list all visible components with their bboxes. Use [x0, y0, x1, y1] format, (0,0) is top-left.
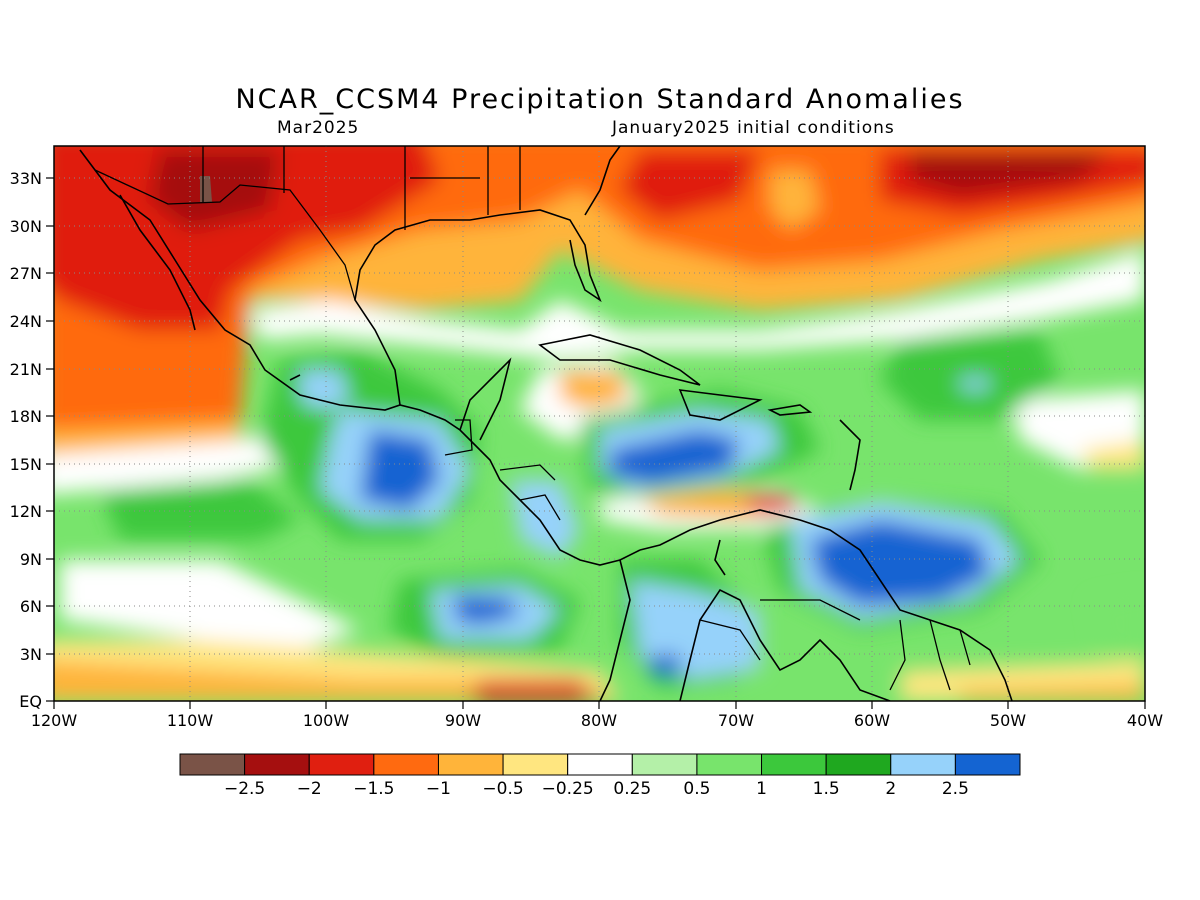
colorbar-swatch: [631, 753, 698, 776]
x-tick-label: 110W: [167, 711, 214, 730]
colorbar-swatch: [825, 753, 892, 776]
y-tick-label: 3N: [20, 645, 42, 664]
y-tick-label: 33N: [10, 169, 42, 188]
colorbar-swatch: [244, 753, 310, 776]
y-tick-label: 30N: [10, 217, 42, 236]
colorbar-label: −0.25: [542, 779, 594, 799]
colorbar-swatch: [761, 753, 827, 776]
colorbar-label: 2.5: [942, 779, 969, 799]
x-tick-label: 80W: [581, 711, 617, 730]
x-tick-label: 120W: [31, 711, 78, 730]
colorbar-swatch: [437, 753, 504, 776]
x-tick-label: 50W: [990, 711, 1026, 730]
colorbar-swatch: [890, 753, 956, 776]
x-tick-label: 100W: [303, 711, 350, 730]
y-tick-label: 12N: [10, 502, 42, 521]
y-tick-label: 9N: [20, 550, 42, 569]
colorbar-swatch: [954, 753, 1021, 776]
y-tick-label: EQ: [19, 692, 42, 711]
x-tick-label: 90W: [445, 711, 481, 730]
colorbar-swatch: [567, 753, 633, 776]
political-borders: [94, 146, 971, 691]
colorbar-label: 1: [756, 779, 767, 799]
extreme-dry-cell: [200, 176, 212, 202]
init-conditions-label: January2025 initial conditions: [612, 118, 895, 138]
y-tick-label: 6N: [20, 597, 42, 616]
y-tick-label: 15N: [10, 455, 42, 474]
y-axis-labels: EQ 3N 6N 9N 12N 15N 18N 21N 24N 27N 30N …: [10, 169, 42, 711]
x-tick-label: 40W: [1127, 711, 1163, 730]
y-tick-label: 27N: [10, 264, 42, 283]
colorbar-label: −1.5: [353, 779, 394, 799]
colorbar-swatch: [696, 753, 763, 776]
coastlines: [79, 146, 1013, 701]
lat-lon-grid: [54, 146, 1145, 701]
colorbar-swatch: [502, 753, 569, 776]
colorbar-label: 0.5: [683, 779, 710, 799]
colorbar-label: 1.5: [813, 779, 840, 799]
y-tick-label: 21N: [10, 360, 42, 379]
colorbar: [179, 753, 1021, 776]
colorbar-swatch: [373, 753, 439, 776]
colorbar-swatch: [179, 753, 246, 776]
colorbar-label: 2: [885, 779, 896, 799]
x-tick-label: 70W: [718, 711, 754, 730]
colorbar-label: 0.25: [613, 779, 651, 799]
colorbar-labels: −2.5 −2 −1.5 −1 −0.5 −0.25 0.25 0.5 1 1.5 2 2.5: [224, 779, 969, 799]
valid-month-label: Mar2025: [277, 118, 360, 138]
colorbar-label: −2.5: [224, 779, 265, 799]
colorbar-label: −1: [426, 779, 451, 799]
y-tick-label: 18N: [10, 407, 42, 426]
chart-title: NCAR_CCSM4 Precipitation Standard Anomal…: [235, 84, 965, 115]
colorbar-label: −2: [297, 779, 322, 799]
y-tick-label: 24N: [10, 312, 42, 331]
x-axis-labels: 120W 110W 100W 90W 80W 70W 60W 50W 40W: [31, 711, 1163, 730]
x-tick-label: 60W: [854, 711, 890, 730]
colorbar-swatch: [308, 753, 375, 776]
tick-marks: [46, 177, 1146, 709]
colorbar-label: −0.5: [482, 779, 523, 799]
